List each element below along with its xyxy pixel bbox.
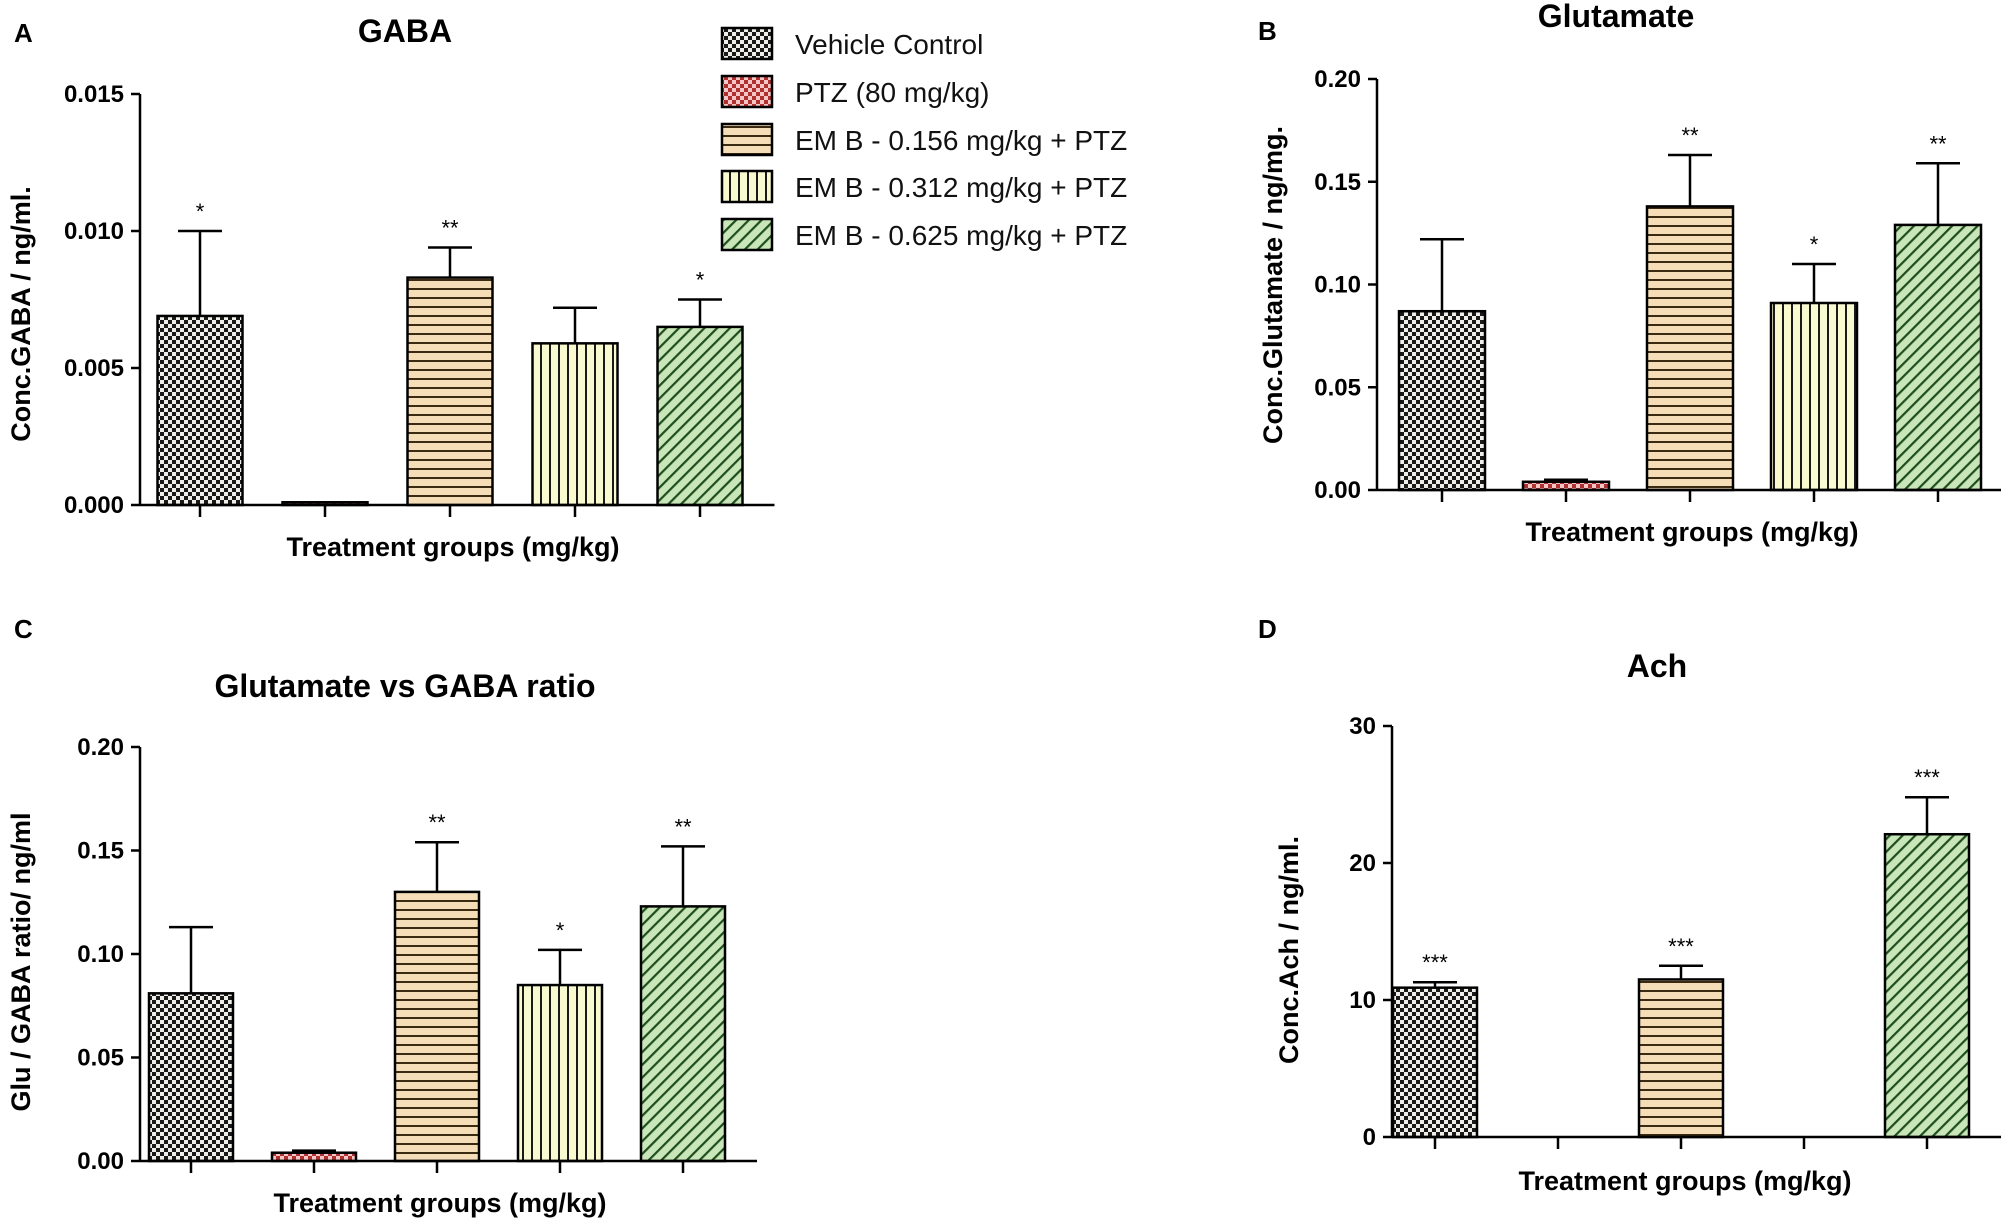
panel-d-bar-emb-0625 xyxy=(1883,832,1971,1139)
panel-c-title: Glutamate vs GABA ratio xyxy=(214,668,595,704)
panel-b-x-axis-label: Treatment groups (mg/kg) xyxy=(1525,517,1858,547)
panel-c-y-tick-label: 0.20 xyxy=(77,734,124,761)
panel-d-bar-emb-0156 xyxy=(1637,978,1725,1139)
panel-c-bar-vehicle-control xyxy=(147,992,235,1163)
panel-b: B Glutamate Conc.Glutamate / ng/mg. Trea… xyxy=(1258,0,2001,547)
panel-a-significance-vehicle-control: * xyxy=(196,199,205,224)
legend-swatch-ptz xyxy=(720,74,774,109)
legend-label-emb-0625: EM B - 0.625 mg/kg + PTZ xyxy=(795,220,1127,251)
legend-swatch-vehicle-control xyxy=(720,26,774,61)
panel-d-bar-vehicle-control xyxy=(1391,986,1479,1139)
panel-b-y-tick-label: 0.10 xyxy=(1314,272,1361,299)
panel-c-bar-emb-0156 xyxy=(393,890,481,1163)
panel-d-x-axis-label: Treatment groups (mg/kg) xyxy=(1518,1166,1851,1196)
panel-d: D Ach Conc.Ach / ng/ml. Treatment groups… xyxy=(1258,614,2001,1196)
panel-c-bar-emb-0625 xyxy=(639,905,727,1163)
panel-a-bar-emb-0625 xyxy=(656,325,744,507)
panel-a: A GABA Conc.GABA / ng/ml. Treatment grou… xyxy=(6,13,775,562)
panel-d-y-tick-label: 0 xyxy=(1363,1124,1376,1151)
panel-d-significance-vehicle-control: *** xyxy=(1422,950,1448,975)
panel-c-x-axis-label: Treatment groups (mg/kg) xyxy=(273,1188,606,1218)
panel-b-y-tick-label: 0.20 xyxy=(1314,66,1361,93)
legend-swatch-emb-0625 xyxy=(720,217,774,252)
panel-c-letter: C xyxy=(14,614,33,644)
panel-c-significance-emb-0312: * xyxy=(556,918,565,943)
panel-b-title: Glutamate xyxy=(1538,0,1694,34)
panel-b-bar-vehicle-control xyxy=(1397,309,1487,492)
panel-a-bar-emb-0156 xyxy=(406,276,494,507)
legend-label-emb-0312: EM B - 0.312 mg/kg + PTZ xyxy=(795,172,1127,203)
panel-b-letter: B xyxy=(1258,16,1277,46)
legend-label-vehicle-control: Vehicle Control xyxy=(795,29,983,60)
panel-c-y-tick-label: 0.10 xyxy=(77,941,124,968)
legend-swatch-emb-0156 xyxy=(720,122,774,157)
panel-b-bar-emb-0312 xyxy=(1769,301,1859,492)
panel-b-bar-emb-0156 xyxy=(1645,205,1735,492)
panel-c-significance-emb-0625: ** xyxy=(674,814,692,839)
panel-d-y-axis-label: Conc.Ach / ng/ml. xyxy=(1274,836,1304,1064)
panel-c-y-tick-label: 0.15 xyxy=(77,838,124,865)
panel-d-significance-emb-0156: *** xyxy=(1668,934,1694,959)
panel-c-plot: *****0.000.050.100.150.20 xyxy=(77,734,757,1175)
legend-item-emb-0312: EM B - 0.312 mg/kg + PTZ xyxy=(720,169,1127,204)
legend-label-emb-0156: EM B - 0.156 mg/kg + PTZ xyxy=(795,125,1127,156)
panel-d-plot: *** *** *** 0 10 20 30 xyxy=(1349,713,2001,1151)
legend-item-vehicle-control: Vehicle Control xyxy=(720,26,983,61)
panel-a-y-tick-label: 0.015 xyxy=(64,81,124,108)
panel-d-title: Ach xyxy=(1627,648,1687,684)
panel-c-y-tick-label: 0.05 xyxy=(77,1045,124,1072)
panel-d-y-tick-label: 10 xyxy=(1349,987,1376,1014)
panel-a-bar-vehicle-control xyxy=(156,314,244,507)
panel-c-y-tick-label: 0.00 xyxy=(77,1148,124,1175)
panel-a-y-tick-label: 0.005 xyxy=(64,355,124,382)
panel-a-significance-emb-0625: * xyxy=(696,268,705,293)
panel-b-significance-emb-0625: ** xyxy=(1929,131,1947,156)
panel-b-y-tick-label: 0.00 xyxy=(1314,477,1361,504)
panel-b-plot: *****0.000.050.100.150.20 xyxy=(1314,66,2001,504)
panel-b-y-axis-label: Conc.Glutamate / ng/mg. xyxy=(1258,126,1288,444)
panel-c-y-axis-label: Glu / GABA ratio/ ng/ml xyxy=(6,812,36,1111)
panel-c-bar-emb-0312 xyxy=(516,983,604,1163)
panel-b-bar-emb-0625 xyxy=(1893,223,1983,492)
panel-d-y-tick-label: 30 xyxy=(1349,713,1376,740)
panel-a-significance-emb-0156: ** xyxy=(441,215,459,240)
panel-b-significance-emb-0312: * xyxy=(1810,232,1819,257)
panel-b-y-tick-label: 0.05 xyxy=(1314,374,1361,401)
panel-a-x-axis-label: Treatment groups (mg/kg) xyxy=(286,532,619,562)
panel-b-y-tick-label: 0.15 xyxy=(1314,169,1361,196)
panel-d-significance-emb-0625: *** xyxy=(1914,765,1940,790)
panel-b-significance-emb-0156: ** xyxy=(1681,123,1699,148)
panel-a-y-tick-label: 0.000 xyxy=(64,492,124,519)
panel-a-title: GABA xyxy=(358,13,452,49)
panel-a-bar-emb-0312 xyxy=(531,342,619,507)
panel-d-y-tick-label: 20 xyxy=(1349,850,1376,877)
legend-item-emb-0625: EM B - 0.625 mg/kg + PTZ xyxy=(720,217,1127,252)
legend-item-ptz: PTZ (80 mg/kg) xyxy=(720,74,989,109)
panel-a-letter: A xyxy=(14,18,33,48)
legend-item-emb-0156: EM B - 0.156 mg/kg + PTZ xyxy=(720,122,1127,157)
panel-c-significance-emb-0156: ** xyxy=(428,810,446,835)
panel-c: C Glutamate vs GABA ratio Glu / GABA rat… xyxy=(6,614,757,1218)
legend-swatch-emb-0312 xyxy=(720,169,774,204)
legend: Vehicle Control PTZ (80 mg/kg) EM B - 0.… xyxy=(720,26,1127,252)
panel-a-y-tick-label: 0.010 xyxy=(64,218,124,245)
panel-a-y-axis-label: Conc.GABA / ng/ml. xyxy=(6,186,36,442)
panel-d-letter: D xyxy=(1258,614,1277,644)
legend-label-ptz: PTZ (80 mg/kg) xyxy=(795,77,989,108)
